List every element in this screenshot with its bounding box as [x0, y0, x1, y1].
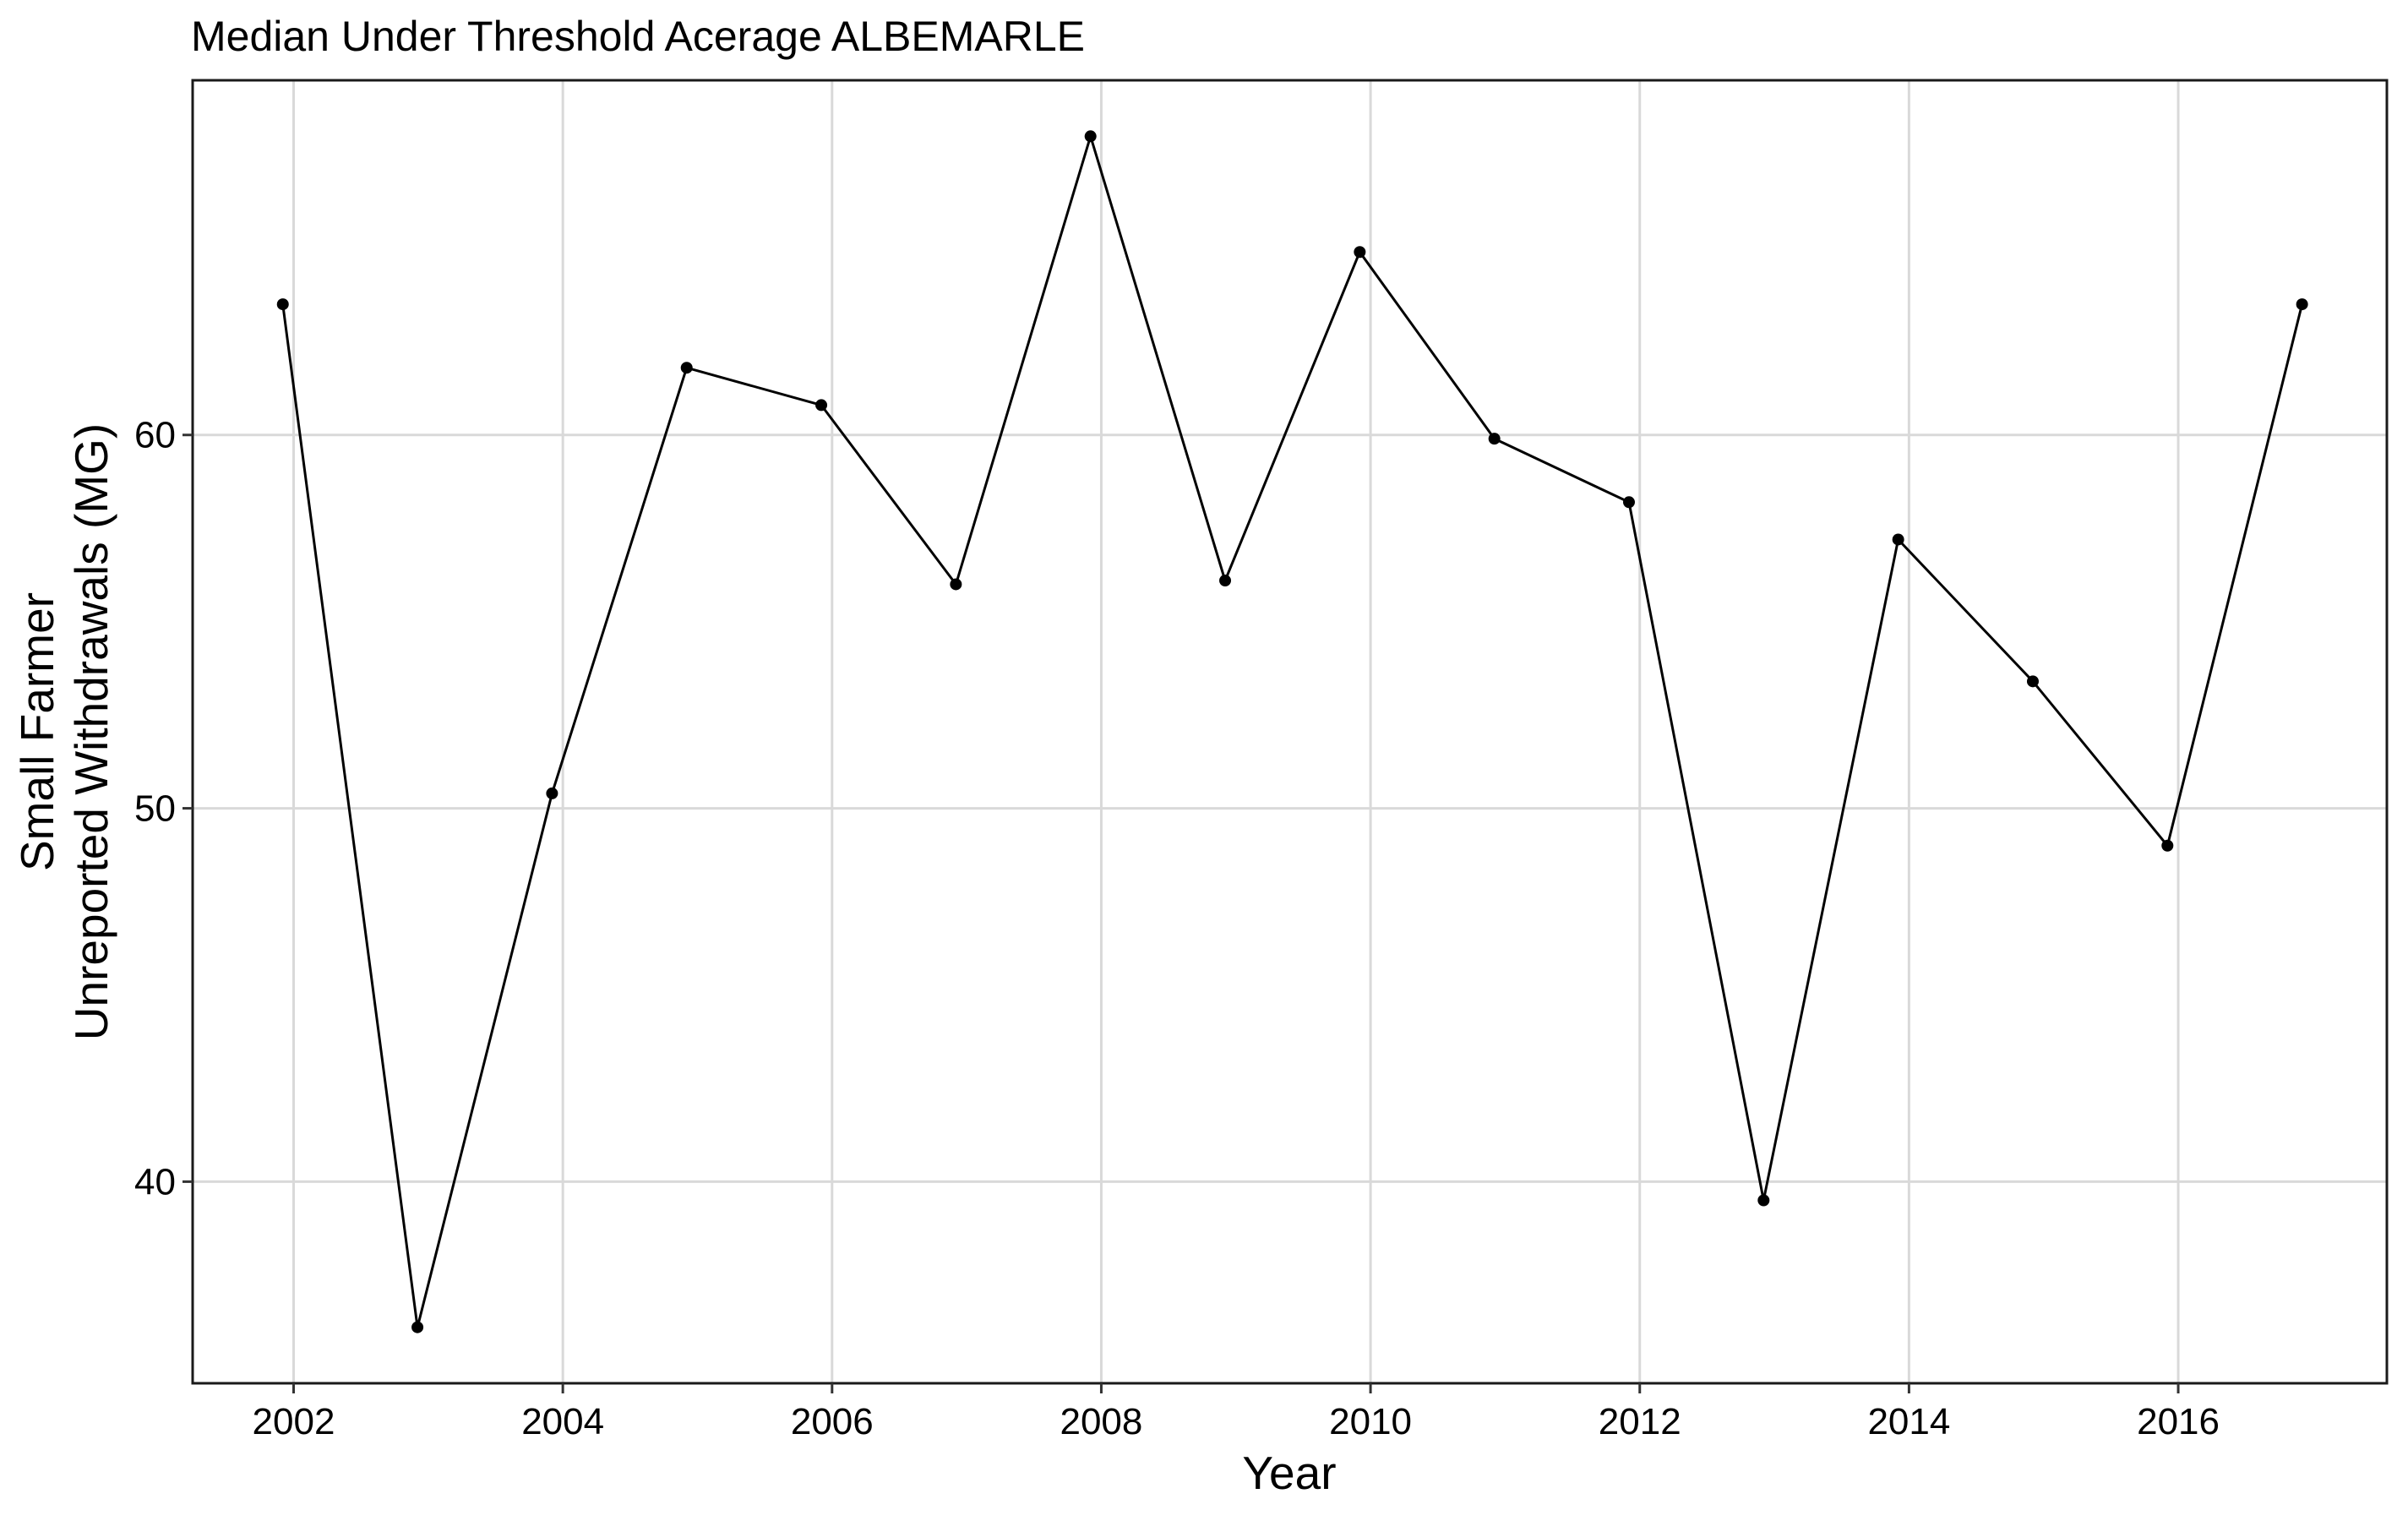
y-axis-title-line-2: Unreported Withdrawals (MG) — [65, 423, 117, 1040]
grid-lines — [193, 80, 2387, 1383]
series-layer — [276, 130, 2308, 1333]
x-tick-label: 2016 — [2137, 1401, 2220, 1442]
data-point — [2026, 675, 2039, 688]
plot-panel-border — [191, 79, 2389, 1385]
y-tick-label: 60 — [134, 415, 176, 456]
x-axis-title: Year — [1242, 1447, 1336, 1499]
series-line — [281, 132, 2304, 1328]
x-tick-label: 2006 — [791, 1401, 874, 1442]
data-point — [680, 362, 693, 374]
data-point — [1084, 130, 1097, 143]
data-point — [546, 787, 558, 799]
data-point — [2296, 298, 2308, 311]
data-point — [1354, 246, 1366, 259]
y-tick-label: 50 — [134, 788, 176, 830]
data-point — [1219, 575, 1232, 587]
data-point — [411, 1321, 424, 1333]
data-point — [276, 298, 289, 311]
data-point — [1622, 496, 1635, 509]
data-point — [2161, 839, 2174, 852]
x-tick-label: 2014 — [1867, 1401, 1950, 1442]
x-tick-label: 2012 — [1599, 1401, 1681, 1442]
data-point — [1488, 433, 1501, 445]
data-point — [1757, 1194, 1770, 1207]
x-tick-label: 2010 — [1329, 1401, 1412, 1442]
y-tick-label: 40 — [134, 1161, 176, 1202]
x-tick-label: 2008 — [1060, 1401, 1142, 1442]
y-axis-title-line-1: Small Farmer — [11, 592, 63, 871]
x-tick-label: 2002 — [253, 1401, 335, 1442]
chart-title: Median Under Threshold Acerage ALBEMARLE — [191, 13, 1085, 60]
data-point — [1892, 533, 1904, 546]
data-point — [950, 578, 962, 591]
x-tick-label: 2004 — [521, 1401, 604, 1442]
axes: 2002 2004 2006 2008 2010 2012 2014 2016 40 50 60 — [134, 415, 2220, 1442]
data-point — [815, 399, 828, 412]
